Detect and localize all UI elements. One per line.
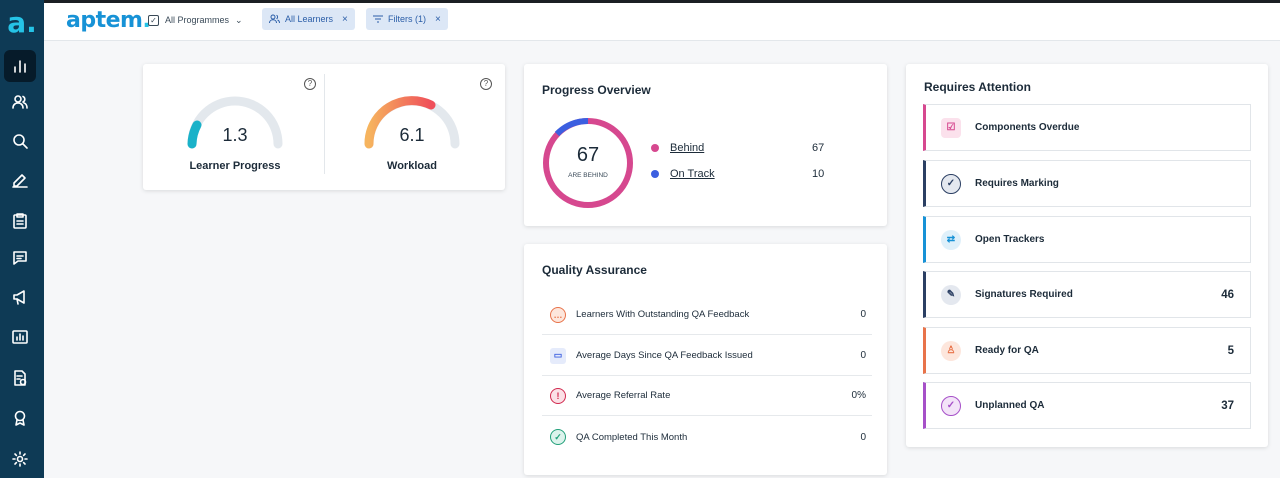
attention-unplanned-qa[interactable]: ✓ Unplanned QA 37 — [923, 382, 1251, 429]
calendar-icon: ▭ — [550, 347, 566, 364]
attention-ready-for-qa[interactable]: ♙ Ready for QA 5 — [923, 327, 1251, 374]
filters-chip[interactable]: Filters (1) × — [366, 8, 448, 30]
attention-label: Signatures Required — [975, 289, 1073, 300]
users-icon — [269, 14, 280, 24]
system-strip — [0, 0, 1280, 3]
attention-label: Open Trackers — [975, 234, 1045, 245]
signature-icon: ✎ — [941, 284, 961, 305]
behind-dot — [651, 144, 659, 152]
qa-row-average-days[interactable]: ▭ Average Days Since QA Feedback Issued … — [542, 336, 872, 376]
quality-assurance-title: Quality Assurance — [542, 263, 647, 277]
attention-label: Unplanned QA — [975, 400, 1045, 411]
nav-megaphone-icon[interactable] — [4, 281, 36, 313]
attention-count: 46 — [1221, 288, 1234, 301]
behind-link[interactable]: Behind — [670, 142, 705, 154]
chevron-down-icon: ⌄ — [235, 14, 243, 25]
donut-center-label: ARE BEHIND — [568, 172, 608, 179]
workload-label: Workload — [387, 160, 437, 172]
qa-row-completed-this-month[interactable]: ✓ QA Completed This Month 0 — [542, 417, 872, 457]
nav-document-icon[interactable] — [4, 362, 36, 394]
workload-gauge[interactable]: 6.1 Workload — [356, 92, 468, 182]
close-icon[interactable]: × — [435, 13, 441, 25]
check-circle-icon: ✓ — [550, 429, 566, 445]
qa-row-value: 0 — [860, 431, 866, 443]
nav-search-icon[interactable] — [4, 125, 36, 157]
qa-row-value: 0% — [851, 390, 866, 401]
qa-row-outstanding-feedback[interactable]: … Learners With Outstanding QA Feedback … — [542, 295, 872, 335]
requires-attention-title: Requires Attention — [924, 80, 1031, 94]
check-circle-icon: ✓ — [941, 173, 961, 194]
nav-pen-icon[interactable] — [4, 164, 36, 196]
nav-settings-icon[interactable] — [4, 443, 36, 475]
learner-progress-gauge[interactable]: 1.3 Learner Progress — [179, 92, 291, 182]
workload-value: 6.1 — [399, 125, 425, 145]
learner-progress-label: Learner Progress — [189, 160, 281, 172]
progress-overview-card: Progress Overview 67 ARE BEHIND Behind 6… — [524, 64, 887, 226]
attention-open-trackers[interactable]: ⇄ Open Trackers — [923, 216, 1251, 263]
qa-row-label: Average Days Since QA Feedback Issued — [576, 350, 753, 361]
attention-count: 5 — [1227, 344, 1234, 357]
behind-value: 67 — [812, 142, 825, 154]
legend-on-track[interactable]: On Track — [651, 168, 715, 180]
nav-award-icon[interactable] — [4, 402, 36, 434]
all-learners-label: All Learners — [285, 14, 334, 24]
progress-donut[interactable] — [541, 116, 635, 210]
attention-signatures-required[interactable]: ✎ Signatures Required 46 — [923, 271, 1251, 318]
attention-label: Components Overdue — [975, 122, 1080, 133]
close-icon[interactable]: × — [342, 13, 348, 25]
progress-overview-title: Progress Overview — [542, 83, 651, 97]
gauges-card: 1.3 Learner Progress ? 6.1 Workload ? — [143, 64, 505, 190]
nav-reports-icon[interactable] — [4, 321, 36, 353]
legend-behind[interactable]: Behind — [651, 142, 704, 154]
qa-row-value: 0 — [860, 350, 866, 361]
attention-count: 37 — [1221, 399, 1234, 412]
divider — [324, 74, 325, 174]
attention-label: Ready for QA — [975, 345, 1039, 356]
filter-icon — [373, 15, 383, 23]
learner-progress-gauge-arc — [187, 96, 283, 149]
nav-clipboard-icon[interactable] — [4, 205, 36, 237]
feedback-icon: … — [550, 306, 566, 323]
alert-icon: ! — [550, 387, 566, 404]
donut-center-value: 67 — [576, 144, 600, 166]
qa-row-referral-rate[interactable]: ! Average Referral Rate 0% — [542, 376, 872, 416]
help-icon[interactable]: ? — [480, 78, 492, 90]
attention-label: Requires Marking — [975, 178, 1059, 189]
workload-gauge-arc — [364, 96, 460, 149]
on-track-dot — [651, 170, 659, 178]
check-circle-icon: ✓ — [941, 395, 961, 416]
qa-row-label: Learners With Outstanding QA Feedback — [576, 309, 750, 320]
all-learners-chip[interactable]: All Learners × — [262, 8, 355, 30]
refresh-icon: ⇄ — [941, 229, 961, 250]
learner-progress-value: 1.3 — [222, 125, 248, 145]
nav-chat-icon[interactable] — [4, 242, 36, 274]
qa-row-value: 0 — [860, 309, 866, 320]
qa-row-label: QA Completed This Month — [576, 431, 688, 443]
on-track-link[interactable]: On Track — [670, 168, 715, 180]
attention-requires-marking[interactable]: ✓ Requires Marking — [923, 160, 1251, 207]
programmes-dropdown[interactable]: ✓ All Programmes ⌄ — [148, 9, 243, 31]
help-icon[interactable]: ? — [304, 78, 316, 90]
on-track-value: 10 — [812, 168, 825, 180]
programmes-label: All Programmes — [165, 15, 230, 25]
qa-row-label: Average Referral Rate — [576, 390, 671, 401]
nav-dashboard-icon[interactable] — [4, 50, 36, 82]
brand-logo[interactable]: aptem. — [66, 8, 151, 33]
badge-icon: ♙ — [941, 340, 961, 361]
requires-attention-card: Requires Attention ☑ Components Overdue … — [906, 64, 1268, 447]
quality-assurance-card: Quality Assurance … Learners With Outsta… — [524, 244, 887, 475]
checkbox-icon: ✓ — [148, 14, 159, 26]
nav-users-icon[interactable] — [4, 86, 36, 118]
calendar-check-icon: ☑ — [941, 117, 961, 138]
aptem-logo[interactable]: a. — [7, 5, 37, 39]
top-header: aptem. ✓ All Programmes ⌄ All Learners ×… — [44, 3, 1280, 41]
filters-label: Filters (1) — [388, 14, 426, 24]
left-nav-rail: a. — [0, 0, 44, 478]
attention-components-overdue[interactable]: ☑ Components Overdue — [923, 104, 1251, 151]
